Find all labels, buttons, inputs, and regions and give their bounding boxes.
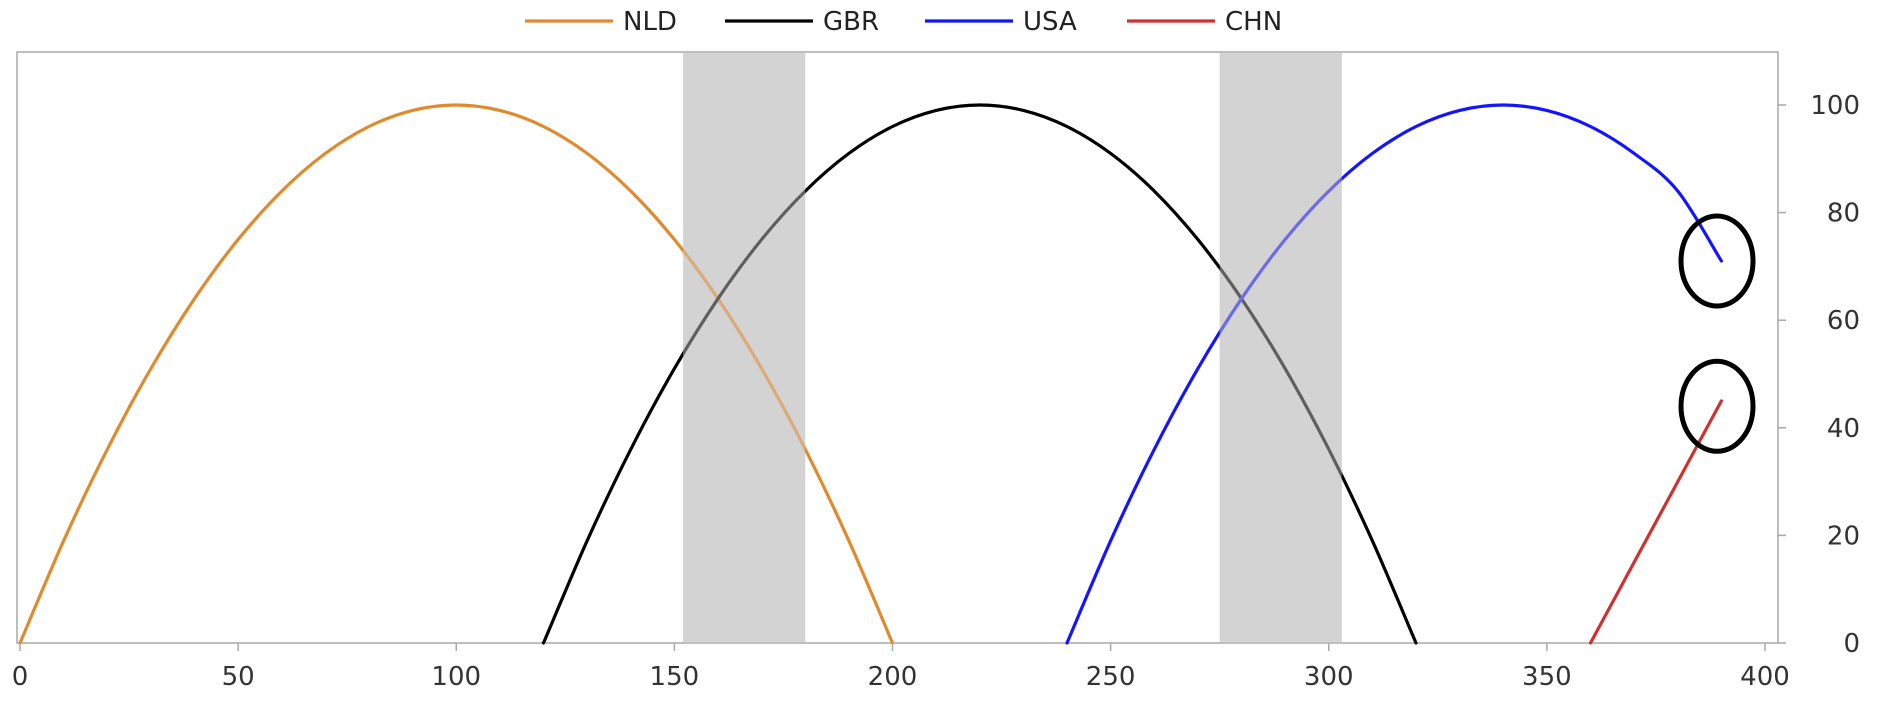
legend: NLD GBR USA CHN [525,7,1282,37]
series-line-chn [1588,399,1723,645]
y-tick-label: 100 [1810,91,1860,121]
annotation-ellipses [1678,213,1756,454]
y-tick-label: 80 [1827,199,1860,229]
series-line-gbr [541,103,1418,645]
x-tick-label: 350 [1522,662,1572,692]
x-tick-label: 150 [650,662,700,692]
y-tick-label: 0 [1843,629,1860,659]
series-lines [18,103,1723,645]
x-tick-label: 250 [1086,662,1136,692]
x-tick-label: 100 [431,662,481,692]
y-tick-label: 40 [1827,414,1860,444]
x-tick-label: 200 [868,662,918,692]
y-tick-label: 20 [1827,521,1860,551]
y-axis-right: 0 20 40 60 80 100 [1778,91,1860,659]
x-tick-label: 300 [1304,662,1354,692]
legend-label-gbr: GBR [823,7,879,37]
shaded-bands [683,53,1342,643]
x-tick-label: 400 [1740,662,1790,692]
shaded-band [1219,53,1342,643]
legend-label-usa: USA [1023,7,1077,37]
band-overlay [683,53,1342,643]
shaded-band-overlay [683,53,806,643]
series-line-usa [1065,103,1723,645]
y-tick-label: 60 [1827,306,1860,336]
annotation-ellipse-usa [1678,213,1756,309]
shaded-band [683,53,806,643]
x-tick-label: 50 [222,662,255,692]
x-tick-label: 0 [12,662,29,692]
shaded-band-overlay [1219,53,1342,643]
x-axis: 0 50 100 150 200 250 300 350 400 [12,643,1790,692]
legend-label-nld: NLD [623,7,677,37]
legend-label-chn: CHN [1225,7,1282,37]
plot-area-frame [16,51,1779,644]
series-line-nld [18,103,895,645]
annotation-ellipse-chn [1678,358,1756,454]
